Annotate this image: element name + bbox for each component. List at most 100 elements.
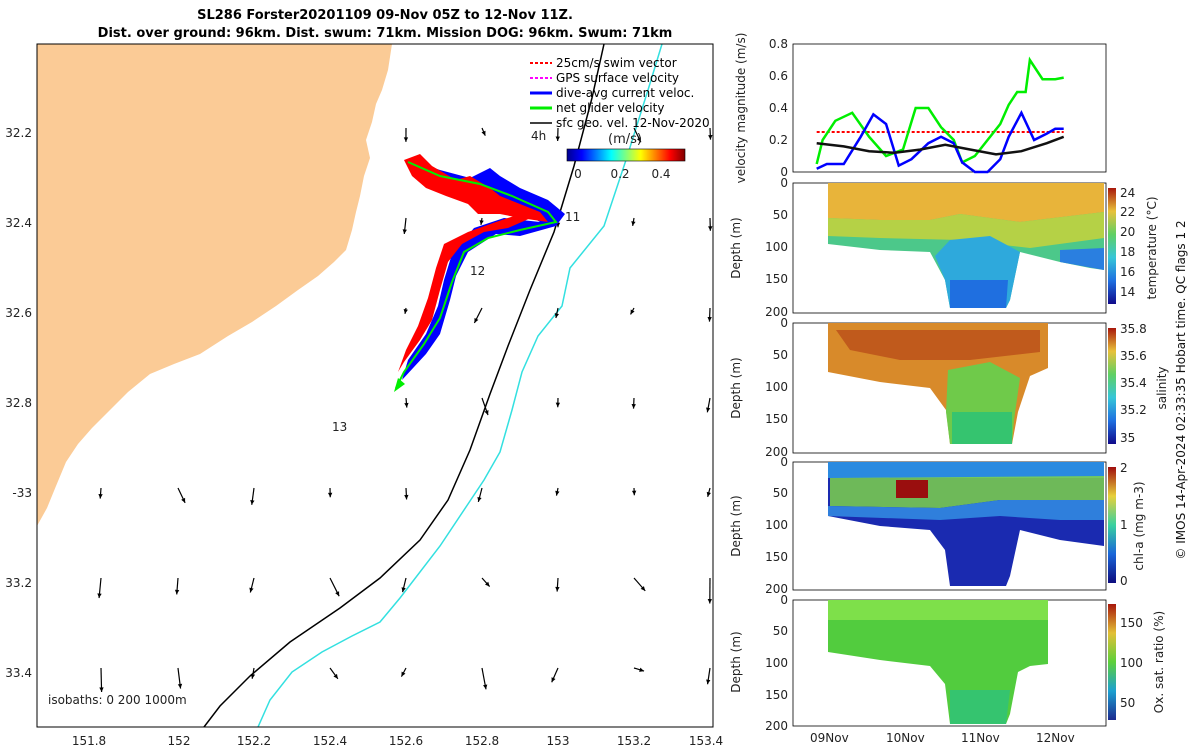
temperature-ytick: 100 [765, 240, 788, 254]
temperature-panel: 0 50 100 150 200 Depth (m) 24 22 20 18 1… [729, 176, 1159, 319]
salinity-core-high [836, 330, 1040, 360]
chla-ytick: 0 [780, 455, 788, 469]
speed-colorbar [566, 148, 686, 162]
velocity-series-line [816, 109, 1064, 174]
sfc-vector-head [404, 402, 409, 408]
sfc-vector-head [630, 309, 635, 315]
chla-ytick: 100 [765, 518, 788, 532]
legend-gps-label: GPS surface velocity [556, 71, 679, 85]
lon-tick: 153 [547, 734, 570, 748]
sfc-vector-head [177, 683, 183, 689]
sfc-vector-head [403, 309, 408, 314]
legend-sfc-label: sfc geo. vel. 12-Nov-2020 [556, 116, 710, 130]
sfc-vector-head [639, 667, 645, 672]
sfc-vector-head [474, 317, 479, 323]
day-label-11: 11 [565, 210, 580, 224]
chart-title-line-1: SL286 Forster20201109 09-Nov 05Z to 12-N… [197, 8, 573, 23]
oxygen-surface-layer [828, 600, 1048, 620]
temperature-cbar-tick: 24 [1120, 186, 1135, 200]
sfc-vector-head [636, 137, 641, 143]
sfc-vector-head [249, 587, 254, 593]
oxygen-ytick: 200 [765, 719, 788, 733]
oxygen-cbar-tick: 150 [1120, 616, 1143, 630]
lon-tick: 153.4 [689, 734, 723, 748]
temperature-colorbar [1108, 188, 1116, 304]
sfc-vector-head [401, 587, 406, 593]
temperature-cbar-tick: 20 [1120, 225, 1135, 239]
sfc-vector-head [631, 221, 636, 226]
sfc-vector-head [250, 673, 256, 679]
salinity-ytick: 150 [765, 412, 788, 426]
temperature-cbar-label: temperature (°C) [1145, 197, 1159, 300]
oxygen-ytick: 0 [780, 593, 788, 607]
lat-tick: 33.2 [5, 576, 32, 590]
chla-ylabel: Depth (m) [729, 495, 743, 556]
day-label-12: 12 [470, 264, 485, 278]
chla-ytick: 50 [773, 486, 788, 500]
oxygen-ylabel: Depth (m) [729, 631, 743, 692]
velocity-yticks: 0 0.2 0.4 0.6 0.8 [769, 37, 788, 179]
lon-tick: 152.8 [465, 734, 499, 748]
velocity-series-group [815, 56, 1065, 174]
chla-cbar-label: chl-a (mg m-3) [1132, 481, 1146, 570]
temperature-ytick: 150 [765, 272, 788, 286]
sfc-vector-head [555, 490, 560, 496]
temperature-cbar-tick: 14 [1120, 285, 1135, 299]
sfc-vector-head [97, 593, 102, 599]
date-xticks: 09Nov 10Nov 11Nov 12Nov [810, 731, 1075, 745]
map-panel: 11 12 13 32.2 32.4 32.6 32.8 -33 33.2 33… [5, 43, 723, 748]
date-xtick: 09Nov [810, 731, 849, 745]
temperature-cbar-tick: 16 [1120, 265, 1135, 279]
colorbar-time-label: 4h [531, 129, 546, 143]
sfc-vector-head [98, 493, 103, 499]
legend-net-label: net glider velocity [556, 101, 664, 115]
velocity-ytick: 0.8 [769, 37, 788, 51]
sfc-vector-head [333, 673, 338, 679]
net-glider-velocity-track [395, 161, 558, 389]
velocity-ylabel: velocity magnitude (m/s) [734, 33, 748, 184]
sfc-vector-head [174, 589, 180, 595]
coastline-land [37, 44, 392, 526]
temperature-cbar-tick: 18 [1120, 245, 1135, 259]
temperature-ylabel: Depth (m) [729, 217, 743, 278]
lat-tick: 32.4 [5, 216, 32, 230]
chla-cbar-tick: 1 [1120, 518, 1128, 532]
date-xtick: 12Nov [1036, 731, 1075, 745]
velocity-series-line [816, 135, 1065, 156]
salinity-ytick: 50 [773, 348, 788, 362]
sfc-vector-head [707, 317, 712, 322]
day-label-13: 13 [332, 420, 347, 434]
oxygen-cbar-label: Ox. sat. ratio (%) [1152, 611, 1166, 713]
chla-cbar-tick: 0 [1120, 574, 1128, 588]
sfc-vector-head [401, 671, 406, 677]
sfc-vector-head [181, 497, 186, 503]
map-legend: 25cm/s swim vector GPS surface velocity … [530, 56, 710, 181]
lon-tick: 153.2 [617, 734, 651, 748]
sfc-vector-head [555, 136, 560, 142]
sfc-vector-head [481, 130, 486, 136]
sfc-vector-head [706, 407, 711, 413]
oxygen-colorbar [1108, 604, 1116, 720]
temperature-mid-layer [828, 212, 1104, 248]
chla-peak-patch [896, 480, 928, 498]
temperature-warm-layer [828, 183, 1104, 222]
sfc-vector-head [706, 679, 711, 685]
chla-ytick: 150 [765, 550, 788, 564]
isobaths-note: isobaths: 0 200 1000m [48, 693, 187, 707]
lon-tick: 152.2 [237, 734, 271, 748]
lon-tick: 152.4 [313, 734, 347, 748]
glider-track [394, 154, 565, 392]
velocity-ytick: 0 [780, 165, 788, 179]
sfc-vector-head [99, 687, 104, 692]
map-frame [36, 43, 714, 728]
temperature-east-cold [1060, 248, 1104, 270]
legend-swim-label: 25cm/s swim vector [556, 56, 677, 70]
chart-title-line-2: Dist. over ground: 96km. Dist. swum: 71k… [97, 26, 673, 41]
lon-tick-labels: 151.8 152 152.2 152.4 152.6 152.8 153 15… [72, 734, 723, 748]
colorbar-units: (m/s) [608, 132, 642, 147]
salinity-cbar-tick: 35.6 [1120, 349, 1147, 363]
sfc-vector-head [554, 313, 559, 319]
oxygen-panel: 0 50 100 150 200 Depth (m) 150 100 50 Ox… [729, 593, 1166, 733]
oxygen-ytick: 100 [765, 656, 788, 670]
